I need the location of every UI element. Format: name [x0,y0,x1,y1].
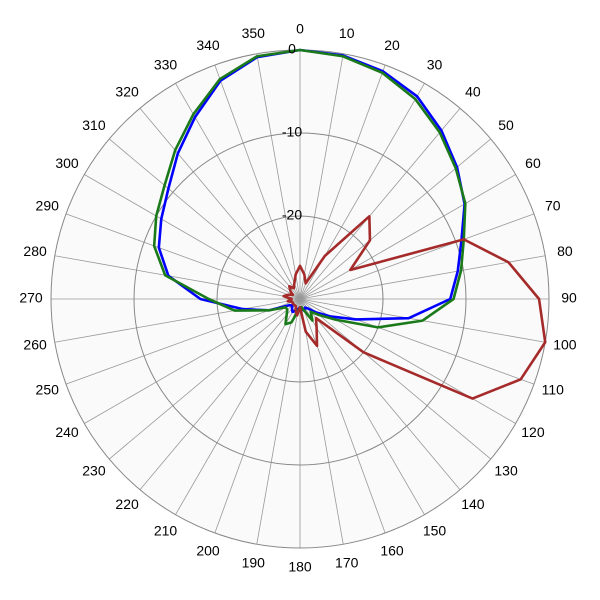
angle-tick-label: 80 [557,243,573,259]
spoke-line [84,298,301,424]
spoke-line [65,298,301,385]
angle-tick-label: 120 [521,424,545,440]
spoke-line [299,255,546,300]
angle-tick-label: 210 [154,523,178,539]
angle-tick-label: 310 [82,117,106,133]
spoke-line [299,64,386,300]
spoke-line [108,138,301,300]
angle-tick-label: 140 [461,496,485,512]
angle-tick-label: 250 [36,382,60,398]
angle-tick-label: 290 [36,198,60,214]
angle-tick-label: 170 [335,555,359,571]
spoke-line [54,298,301,343]
angle-tick-label: 50 [498,117,514,133]
angle-tick-label: 240 [55,424,79,440]
angle-tick-label: 30 [427,57,443,73]
spoke-line [299,107,461,300]
angle-tick-label: 160 [380,542,404,558]
spoke-line [299,298,386,534]
angle-tick-label: 110 [542,382,565,398]
angle-tick-label: 300 [55,155,79,171]
spoke-line [299,298,461,491]
spoke-line [108,298,301,460]
spoke-line [299,298,492,460]
series-line [282,215,547,400]
angle-tick-label: 10 [339,25,355,41]
angle-tick-label: 340 [196,37,220,53]
angle-tick-label: 270 [19,290,43,306]
angle-tick-label: 220 [115,496,139,512]
grid-circle [133,132,467,466]
spoke-line [214,298,301,534]
angle-tick-label: 260 [23,336,47,352]
spoke-line [256,53,301,300]
angle-tick-label: 60 [525,155,541,171]
spoke-line [299,298,425,515]
angle-tick-label: 100 [553,336,577,352]
spoke-line [139,107,301,300]
spoke-line [65,213,301,300]
spoke-line [299,213,535,300]
angle-tick-label: 0 [296,21,304,37]
angle-tick-label: 20 [384,37,400,53]
angle-tick-label: 320 [115,84,139,100]
angle-tick-label: 90 [561,290,577,306]
spoke-line [299,298,344,545]
spoke-line [214,64,301,300]
angle-tick-label: 280 [23,243,47,259]
grid [50,49,550,549]
angle-tick-label: 130 [494,463,518,479]
spoke-line [256,298,301,545]
angle-tick-label: 70 [545,198,561,214]
spoke-line [299,53,344,300]
labels: 0 10 20 30 40 50 60 70 80 90 100 110 120 130 140 150 160… [19,21,577,575]
angle-tick-label: 40 [465,84,481,100]
angle-tick-label: 230 [82,463,106,479]
angle-tick-label: 150 [423,523,447,539]
spoke-line [299,138,492,300]
radial-tick-label: 0 [288,41,296,57]
spoke-line [139,298,301,491]
spoke-line [175,83,301,300]
angle-tick-label: 330 [154,57,178,73]
angle-tick-label: 200 [196,542,220,558]
grid-circle [216,215,384,383]
spoke-line [175,298,301,515]
spoke-line [84,174,301,300]
angle-tick-label: 350 [242,25,266,41]
radial-tick-label: -20 [282,207,302,223]
spoke-line [299,298,535,385]
spoke-line [299,174,516,300]
angle-tick-label: 190 [242,555,266,571]
radial-tick-label: -10 [282,124,302,140]
spoke-line [54,255,301,300]
plot [152,48,547,400]
angle-tick-label: 180 [288,559,312,575]
